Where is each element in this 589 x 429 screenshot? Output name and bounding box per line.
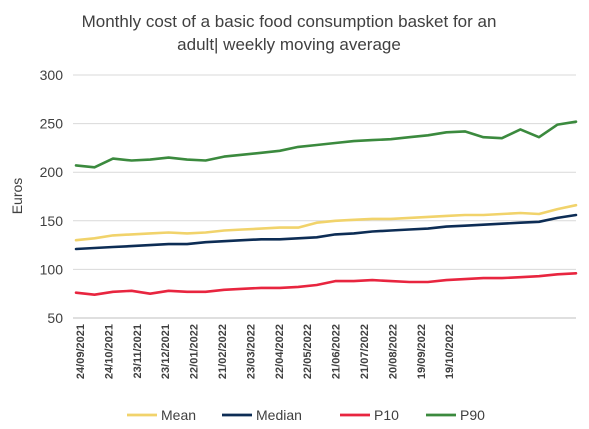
y-tick-label: 200 xyxy=(40,164,64,180)
legend-label-p10: P10 xyxy=(374,407,399,423)
chart-title-line-1: Monthly cost of a basic food consumption… xyxy=(82,12,497,31)
chart-title-line-2: adult| weekly moving average xyxy=(177,35,401,54)
series-line-mean xyxy=(74,203,578,242)
legend-label-median: Median xyxy=(256,407,302,423)
x-tick-label: 23/11/2021 xyxy=(132,324,144,378)
y-tick-labels: 50 100 150 200 250 300 xyxy=(40,67,64,326)
series-line-p10 xyxy=(74,272,578,296)
y-tick-label: 300 xyxy=(40,67,64,83)
x-tick-label: 21/02/2022 xyxy=(217,324,229,379)
x-tick-label: 22/01/2022 xyxy=(189,324,201,379)
series-line-p90 xyxy=(74,120,578,169)
x-tick-label: 21/06/2022 xyxy=(331,324,343,379)
y-tick-label: 150 xyxy=(40,213,64,229)
x-tick-label: 22/04/2022 xyxy=(274,324,286,379)
x-tick-label: 22/05/2022 xyxy=(302,324,314,379)
legend-label-p90: P90 xyxy=(460,407,485,423)
x-tick-label: 20/08/2022 xyxy=(387,324,399,379)
legend: Mean Median P10 P90 xyxy=(127,407,485,423)
y-tick-label: 100 xyxy=(40,261,64,277)
x-tick-label: 19/10/2022 xyxy=(444,324,456,379)
x-tick-labels: 24/09/2021 24/10/2021 23/11/2021 23/12/2021… xyxy=(75,324,456,379)
legend-label-mean: Mean xyxy=(161,407,196,423)
x-tick-label: 19/09/2022 xyxy=(416,324,428,379)
x-tick-label: 24/09/2021 xyxy=(75,324,87,379)
x-tick-label: 21/07/2022 xyxy=(359,324,371,379)
y-tick-label: 250 xyxy=(40,116,64,132)
x-tick-label: 23/03/2022 xyxy=(245,324,257,379)
y-tick-label: 50 xyxy=(47,310,63,326)
series-lines xyxy=(74,120,578,296)
x-tick-label: 23/12/2021 xyxy=(160,324,172,379)
series-line-median xyxy=(74,213,578,251)
gridlines xyxy=(73,74,576,319)
x-tick-label: 24/10/2021 xyxy=(103,324,115,379)
y-axis-label: Euros xyxy=(9,178,25,215)
